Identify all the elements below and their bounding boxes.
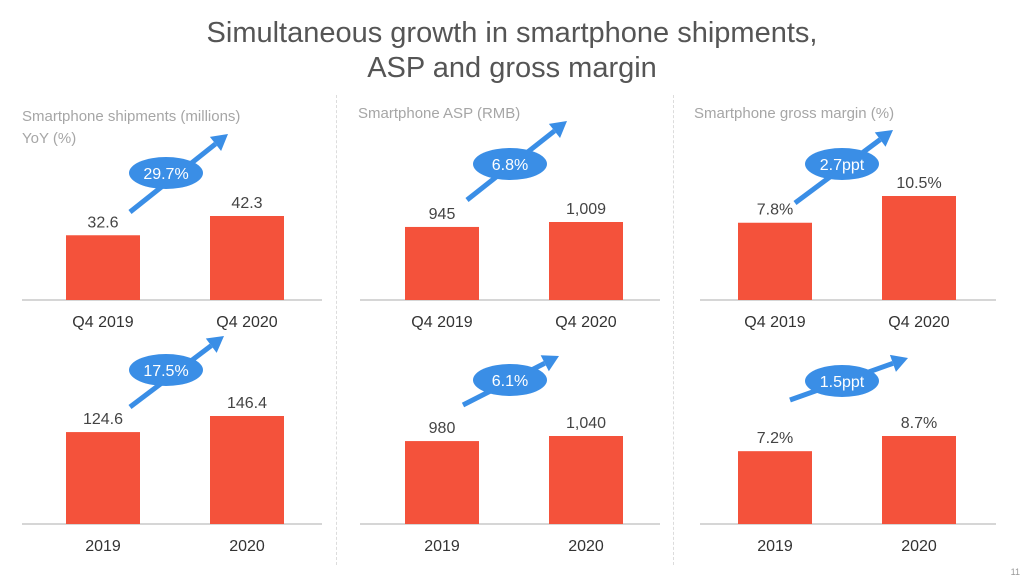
growth-badge (805, 365, 879, 397)
chart-shipments-annual: 124.6 2019 146.4 2020 17.5% (22, 336, 322, 555)
bar (405, 441, 479, 524)
tick-label: 2019 (424, 538, 460, 555)
chart-shipments-quarterly: 32.6 Q4 2019 42.3 Q4 2020 29.7% (22, 134, 322, 331)
growth-arrow-head (548, 121, 567, 138)
panel-label-gross-margin: Smartphone gross margin (%) (694, 103, 894, 125)
data-label: 42.3 (231, 195, 262, 212)
tick-label: 2020 (568, 538, 604, 555)
data-label: 10.5% (896, 175, 941, 192)
growth-badge (473, 148, 547, 180)
data-label: 1,040 (566, 415, 606, 432)
tick-label: Q4 2020 (555, 314, 616, 331)
bar (66, 432, 140, 524)
tick-label: Q4 2020 (888, 314, 949, 331)
data-label: 32.6 (87, 214, 118, 231)
panel-label-asp-line-1: Smartphone ASP (RMB) (358, 105, 521, 122)
panel-label-gross-margin-line-1: Smartphone gross margin (%) (694, 105, 895, 122)
panel-label-shipments-line-1: Smartphone shipments (millions) (22, 108, 241, 125)
data-label: 8.7% (901, 415, 937, 432)
tick-label: 2019 (757, 538, 793, 555)
growth-label: 29.7% (143, 166, 188, 183)
bar (738, 222, 812, 300)
chart-asp-quarterly: 945 Q4 2019 1,009 Q4 2020 6.8% (360, 121, 660, 331)
data-label: 7.2% (757, 430, 793, 447)
growth-label: 2.7ppt (820, 157, 865, 174)
tick-label: 2019 (85, 538, 121, 555)
tick-label: 2020 (901, 538, 937, 555)
growth-badge (473, 364, 547, 396)
bar (66, 235, 140, 300)
growth-arrow-head (209, 134, 228, 152)
panel-label-shipments: Smartphone shipments (millions) YoY (%) (22, 106, 240, 150)
growth-badge (129, 354, 203, 386)
growth-badge (805, 148, 879, 180)
bar (882, 436, 956, 524)
chart-asp-annual: 980 2019 1,040 2020 6.1% (360, 355, 660, 555)
chart-gross_margin-quarterly: 7.8% Q4 2019 10.5% Q4 2020 2.7ppt (700, 130, 996, 331)
page-title: Simultaneous growth in smartphone shipme… (0, 16, 1024, 86)
growth-badge (129, 157, 203, 189)
bar (882, 196, 956, 300)
tick-label: Q4 2019 (411, 314, 472, 331)
bar (405, 226, 479, 300)
panel-divider-left (336, 95, 337, 565)
growth-arrow-head (874, 130, 893, 147)
data-label: 980 (429, 420, 456, 437)
data-label: 124.6 (83, 411, 123, 428)
growth-arrow-head (205, 336, 224, 353)
tick-label: Q4 2019 (72, 314, 133, 331)
bar (549, 222, 623, 300)
growth-label: 6.8% (492, 157, 528, 174)
data-label: 7.8% (757, 202, 793, 219)
tick-label: Q4 2019 (744, 314, 805, 331)
bar (738, 451, 812, 524)
bar (210, 416, 284, 524)
tick-label: 2020 (229, 538, 265, 555)
page-number: 11 (1010, 567, 1020, 577)
panel-label-shipments-line-2: YoY (%) (22, 130, 77, 147)
data-label: 945 (429, 206, 456, 223)
panel-divider-right (673, 95, 674, 565)
bar (549, 436, 623, 524)
title-line-1: Simultaneous growth in smartphone shipme… (206, 17, 818, 49)
tick-label: Q4 2020 (216, 314, 277, 331)
growth-label: 17.5% (143, 363, 188, 380)
title-line-2: ASP and gross margin (367, 52, 657, 84)
growth-arrow-head (889, 354, 908, 372)
data-label: 146.4 (227, 395, 267, 412)
panel-label-asp: Smartphone ASP (RMB) (358, 103, 520, 125)
data-label: 1,009 (566, 201, 606, 218)
growth-arrow-head (540, 355, 559, 372)
chart-gross_margin-annual: 7.2% 2019 8.7% 2020 1.5ppt (700, 354, 996, 555)
growth-label: 6.1% (492, 373, 528, 390)
growth-label: 1.5ppt (820, 374, 865, 391)
bar (210, 216, 284, 300)
